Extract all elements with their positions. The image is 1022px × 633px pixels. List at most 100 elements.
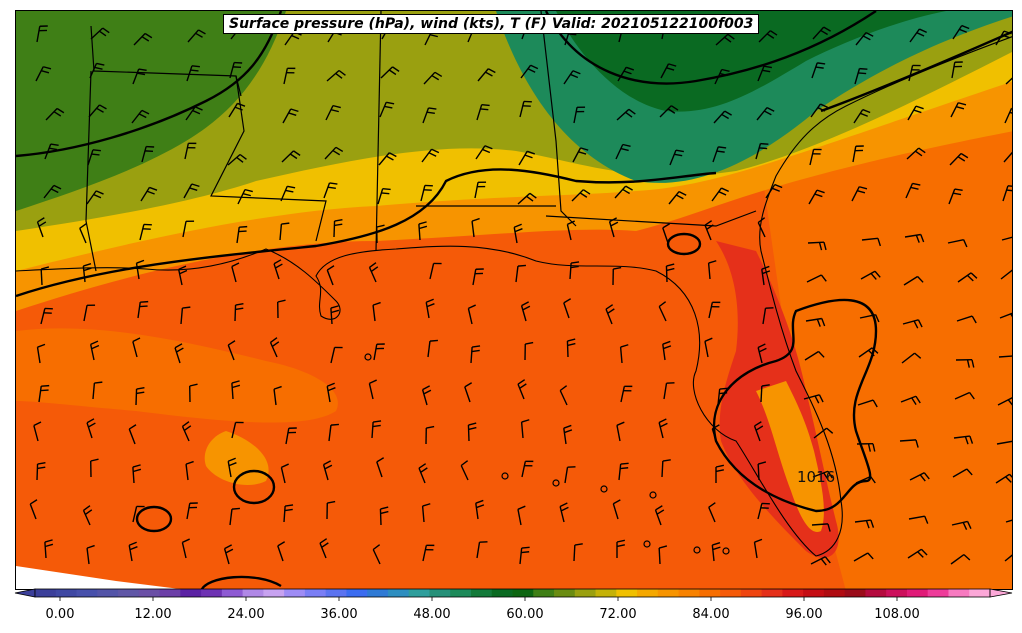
wind-barb-flag xyxy=(227,340,236,346)
wind-barb-shaft xyxy=(378,152,390,166)
wind-barb-shaft xyxy=(377,188,384,205)
wind-barb-shaft xyxy=(368,267,377,283)
isobars xyxy=(16,11,1012,589)
wind-barb-flag xyxy=(915,234,920,243)
wind-barb-flag xyxy=(567,338,576,342)
colorbar-tick-label: 108.00 xyxy=(874,607,920,622)
wind-barb-shaft xyxy=(324,146,337,160)
wind-barb-shaft xyxy=(223,548,230,565)
wind-barb-shaft xyxy=(35,66,44,82)
northwest-green-zone xyxy=(16,11,286,211)
wind-barb-shaft xyxy=(906,147,920,160)
colorbar-segment xyxy=(138,589,161,597)
wind-barb-shaft xyxy=(517,383,525,400)
wind-barb-flag xyxy=(815,66,824,69)
wind-barb-flag xyxy=(675,149,684,153)
wind-barb-flag xyxy=(517,264,526,267)
wind-barb-flag xyxy=(761,384,770,387)
wind-barb-shaft xyxy=(1003,151,1012,163)
wind-barb-shaft xyxy=(132,68,140,85)
wind-barb-flag xyxy=(1011,397,1012,399)
wind-barb-shaft xyxy=(861,237,878,241)
wind-barb-flag xyxy=(91,153,100,156)
wind-barb-shaft xyxy=(804,350,819,361)
wind-barb-flag xyxy=(481,104,490,107)
wind-barb-shaft xyxy=(183,183,193,199)
colorbar-segment xyxy=(408,589,430,597)
wind-barb-flag xyxy=(1005,476,1012,483)
wind-barb-shaft xyxy=(89,63,98,79)
wind-barb-flag xyxy=(915,439,919,448)
wind-barb-flag xyxy=(914,352,922,359)
wind-barb-flag xyxy=(521,546,530,549)
wind-barb-flag xyxy=(189,383,198,387)
wind-barb-shaft xyxy=(373,344,378,361)
colorbar-segment xyxy=(284,589,306,597)
wind-barb-flag xyxy=(910,186,919,190)
wind-barb-flag xyxy=(96,107,104,113)
wind-barb-flag xyxy=(912,182,921,186)
wind-barb-flag xyxy=(270,337,278,343)
wind-barb-flag xyxy=(963,239,968,248)
wind-barb-flag xyxy=(239,225,248,228)
wind-barb-flag xyxy=(527,68,536,73)
wind-barb-flag xyxy=(622,143,631,148)
wind-barb-shaft xyxy=(907,105,917,121)
wind-barb-shaft xyxy=(139,224,145,241)
wind-barb-flag xyxy=(429,339,438,342)
wind-barb-flag xyxy=(620,344,629,348)
wind-barb-flag xyxy=(969,392,975,400)
wind-barb-flag xyxy=(327,387,336,392)
wind-barb-shaft xyxy=(517,509,522,526)
wind-barb-flag xyxy=(658,418,667,424)
wind-barb-shaft xyxy=(762,308,767,325)
wind-barb-flag xyxy=(823,472,829,480)
wind-barb-flag xyxy=(966,274,974,282)
wind-barb-flag xyxy=(434,71,443,78)
wind-barb-flag xyxy=(917,276,924,283)
wind-barb-shaft xyxy=(563,302,570,319)
wind-barb-flag xyxy=(924,515,929,524)
wind-barb-flag xyxy=(79,223,87,229)
isobar-north xyxy=(16,11,283,158)
colorbar-segment xyxy=(97,589,119,597)
wind-barb-shaft xyxy=(181,426,190,442)
wind-barb-shaft xyxy=(423,71,436,85)
wind-barb-shaft xyxy=(474,182,479,199)
wind-barb-flag xyxy=(757,217,766,224)
wind-barb-flag xyxy=(959,28,967,33)
wind-barb-flag xyxy=(480,108,489,111)
wind-barb-shaft xyxy=(476,104,483,121)
wind-barb-flag xyxy=(521,301,529,307)
wind-barb-flag xyxy=(326,382,335,387)
wind-barb-shaft xyxy=(765,184,776,199)
wind-barb-flag xyxy=(514,228,523,233)
wind-barb-flag xyxy=(953,192,962,196)
wind-barb-shaft xyxy=(231,422,237,439)
wind-barb-shaft xyxy=(380,66,393,79)
wind-barb-shaft xyxy=(283,505,286,523)
wind-barb-shaft xyxy=(952,468,968,478)
wind-barb-flag xyxy=(372,301,381,306)
wind-barb-flag xyxy=(916,32,925,37)
wind-barb-flag xyxy=(762,270,771,275)
wind-barb-flag xyxy=(625,185,633,191)
wind-barb-flag xyxy=(820,274,827,282)
colorbar-segment xyxy=(927,589,949,597)
wind-barb-flag xyxy=(666,267,675,272)
wind-barb-flag xyxy=(179,269,188,275)
wind-barb-shaft xyxy=(40,308,46,325)
wind-barb-flag xyxy=(285,504,294,507)
colorbar-tick-label: 0.00 xyxy=(45,607,75,622)
wind-barb-shaft xyxy=(326,69,340,82)
wind-barb-flag xyxy=(431,148,440,154)
wind-barb-shaft xyxy=(761,269,765,286)
wind-barb-flag xyxy=(189,187,198,191)
wind-barb-flag xyxy=(277,299,286,303)
wind-barb-flag xyxy=(625,111,633,118)
wind-barb-shaft xyxy=(563,70,574,85)
wind-barb-flag xyxy=(372,424,381,428)
wind-barb-flag xyxy=(384,105,393,109)
wind-barb-flag xyxy=(766,106,775,112)
wind-barb-flag xyxy=(327,186,336,190)
